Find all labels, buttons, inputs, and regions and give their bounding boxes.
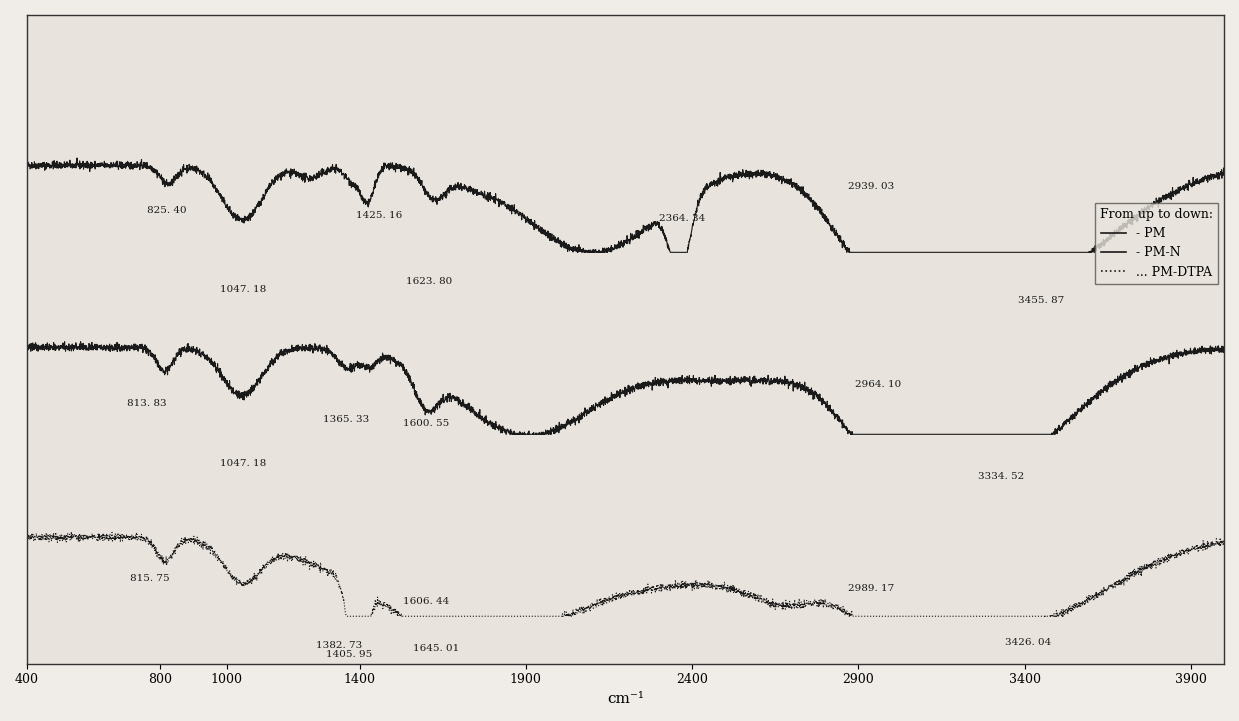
Text: 813. 83: 813. 83: [126, 399, 166, 408]
Text: 2964. 10: 2964. 10: [855, 380, 901, 389]
Text: 2989. 17: 2989. 17: [849, 584, 895, 593]
Legend: - PM, - PM-N, ... PM-DTPA: - PM, - PM-N, ... PM-DTPA: [1095, 203, 1218, 283]
Text: 3334. 52: 3334. 52: [978, 472, 1025, 481]
Text: 2939. 03: 2939. 03: [849, 182, 895, 191]
X-axis label: cm⁻¹: cm⁻¹: [607, 692, 644, 706]
Text: 1600. 55: 1600. 55: [403, 420, 449, 428]
Text: 2364. 34: 2364. 34: [659, 213, 705, 223]
Text: 1382. 73: 1382. 73: [316, 641, 363, 650]
Text: 1425. 16: 1425. 16: [356, 211, 403, 219]
Text: 1047. 18: 1047. 18: [219, 459, 266, 468]
Text: 3426. 04: 3426. 04: [1005, 638, 1051, 647]
Text: 1623. 80: 1623. 80: [406, 277, 452, 286]
Text: 1405. 95: 1405. 95: [326, 650, 373, 660]
Text: 815. 75: 815. 75: [130, 575, 170, 583]
Text: 1645. 01: 1645. 01: [413, 644, 458, 653]
Text: 1606. 44: 1606. 44: [403, 596, 449, 606]
Text: 1047. 18: 1047. 18: [219, 285, 266, 294]
Text: 1365. 33: 1365. 33: [323, 415, 369, 424]
Text: 825. 40: 825. 40: [146, 205, 186, 215]
Text: 3455. 87: 3455. 87: [1018, 296, 1064, 305]
